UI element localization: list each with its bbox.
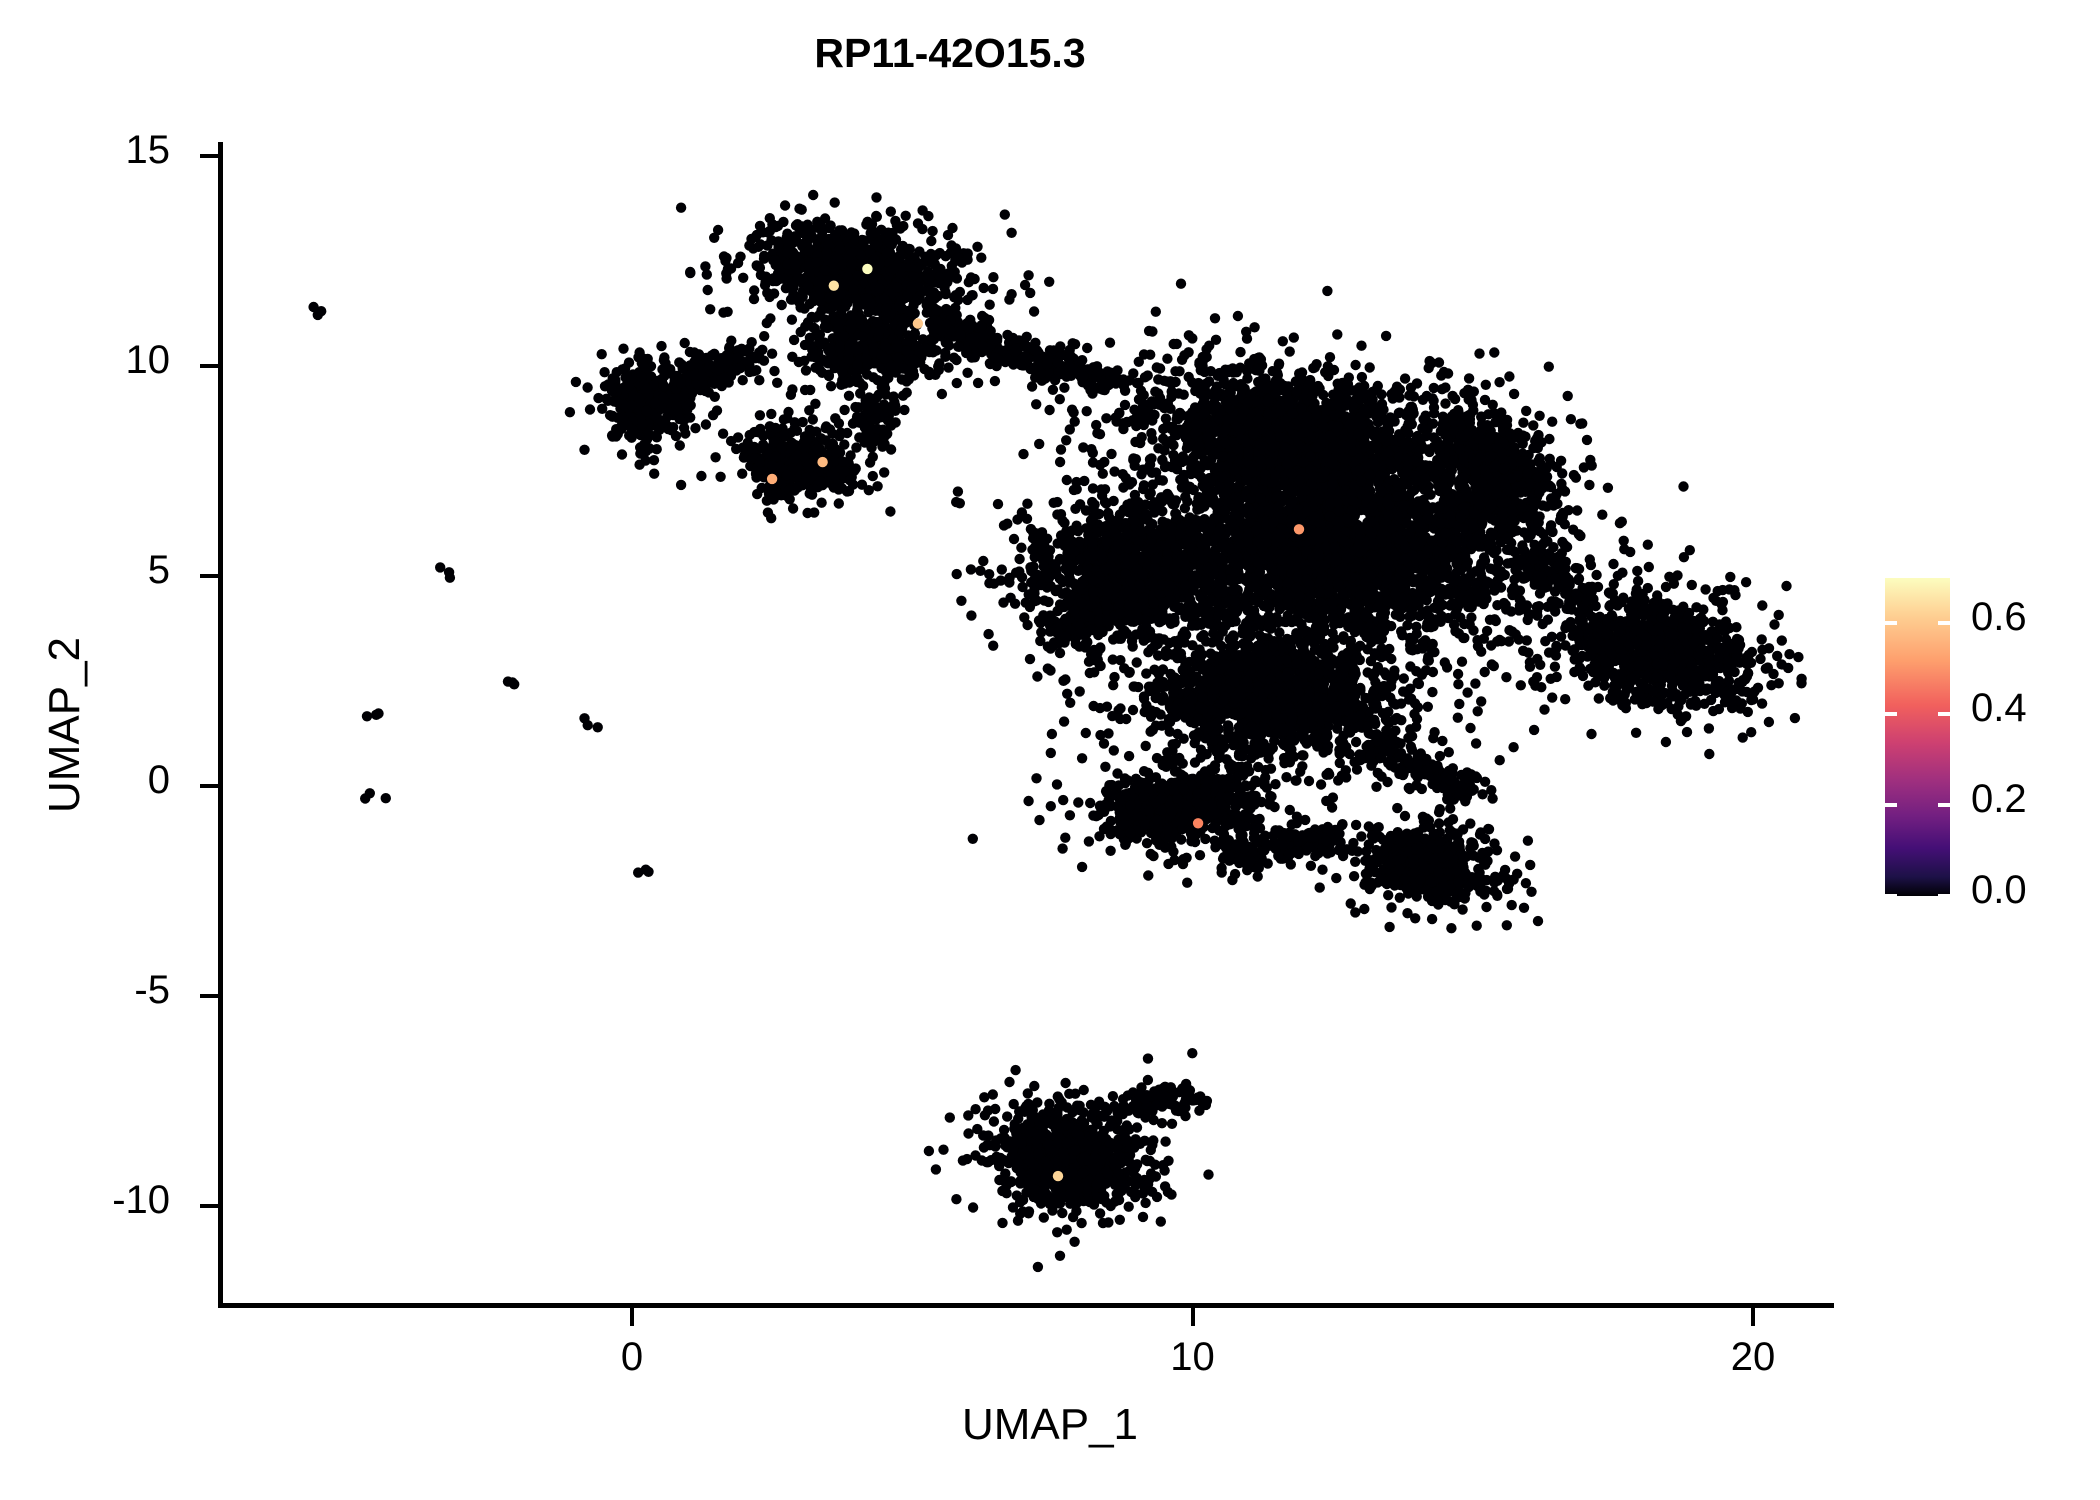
x-tick-label: 0 — [620, 1335, 644, 1379]
colorbar-tick-mark — [1938, 894, 1950, 898]
colorbar-legend: 0.6 0.4 0.2 0.0 — [1885, 578, 2085, 912]
colorbar-tick-mark — [1938, 621, 1950, 626]
y-tick-mark — [200, 363, 218, 368]
colorbar-tick-mark — [1885, 894, 1897, 898]
x-tick-mark — [630, 1308, 634, 1326]
scatter-points — [308, 189, 1807, 1273]
colorbar-tick-mark — [1938, 712, 1950, 717]
page-title: RP11-42O15.3 — [814, 30, 1086, 76]
x-tick-mark — [1190, 1308, 1195, 1326]
y-tick-mark — [200, 1203, 218, 1208]
y-tick-label: 10 — [125, 337, 171, 382]
colorbar-tick-label: 0.2 — [1971, 777, 2027, 822]
y-tick-mark — [200, 993, 218, 998]
colorbar-tick-mark — [1885, 621, 1897, 626]
colorbar-tick-label: 0.6 — [1971, 595, 2027, 640]
y-tick-label: 5 — [147, 547, 170, 592]
x-axis-title: UMAP_1 — [961, 1400, 1139, 1449]
y-tick-mark — [200, 783, 218, 788]
y-tick-mark — [200, 573, 218, 578]
y-tick-mark — [200, 153, 218, 158]
colorbar-tick-label: 0.0 — [1971, 868, 2027, 912]
x-tick-label: 10 — [1170, 1335, 1215, 1379]
x-tick-label: 20 — [1730, 1335, 1776, 1379]
x-tick-mark — [1751, 1308, 1755, 1326]
colorbar-gradient — [1885, 578, 1950, 896]
y-tick-label: 15 — [125, 127, 171, 172]
colorbar-tick-mark — [1885, 803, 1897, 808]
y-tick-label: -10 — [112, 1177, 170, 1222]
colorbar-tick-label: 0.4 — [1971, 686, 2027, 731]
colorbar-tick-mark — [1885, 712, 1897, 717]
x-axis-line — [218, 1303, 1834, 1308]
colorbar-tick-mark — [1938, 803, 1950, 808]
y-axis-title: UMAP_2 — [40, 636, 89, 814]
y-tick-label: 0 — [147, 757, 170, 802]
y-tick-label: -5 — [134, 967, 170, 1012]
scatter-plot-area — [222, 142, 1834, 1303]
y-axis-line — [218, 142, 223, 1307]
